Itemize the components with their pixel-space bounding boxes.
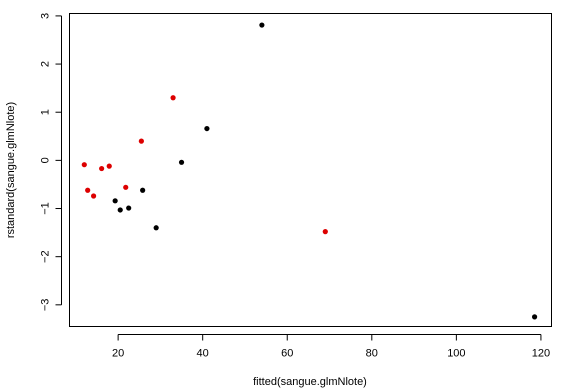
data-point-red — [170, 95, 176, 101]
y-axis: −3 −2 −1 0 1 2 3 — [40, 13, 62, 311]
y-tick-label: 0 — [40, 157, 52, 163]
x-axis: 20 40 60 80 100 120 — [112, 334, 550, 360]
data-point-red — [123, 184, 129, 190]
data-point-black — [178, 159, 185, 165]
data-point-red — [322, 229, 328, 235]
x-tick-label: 120 — [532, 348, 550, 360]
y-tick-label: −2 — [40, 250, 52, 263]
y-tick-label: 2 — [40, 61, 52, 67]
data-point-black — [531, 314, 538, 320]
data-point-black — [117, 207, 123, 213]
data-point-black — [259, 22, 265, 28]
data-point-black — [140, 187, 146, 193]
y-tick-label: −3 — [40, 299, 52, 312]
y-tick-label: −1 — [40, 202, 52, 215]
data-point-red — [85, 187, 91, 193]
data-point-red — [138, 138, 144, 144]
plot-frame — [69, 13, 552, 327]
data-points — [81, 22, 538, 320]
data-point-red — [106, 163, 112, 169]
data-point-black — [153, 225, 159, 231]
x-tick-label: 40 — [197, 348, 209, 360]
x-tick-label: 100 — [447, 348, 465, 360]
x-tick-label: 60 — [281, 348, 293, 360]
x-axis-title: fitted(sangue.glmNlote) — [253, 376, 367, 388]
x-tick-label: 80 — [366, 348, 378, 360]
data-point-red — [99, 165, 105, 172]
x-tick-label: 20 — [112, 348, 124, 360]
data-point-red — [91, 193, 97, 199]
y-axis-title: rstandard(sangue.glmNlote) — [5, 102, 17, 238]
data-point-black — [204, 125, 210, 132]
y-tick-label: 1 — [40, 109, 52, 115]
y-tick-label: 3 — [40, 13, 52, 19]
data-point-black — [126, 205, 132, 211]
data-point-red — [81, 162, 87, 168]
data-point-black — [112, 198, 118, 204]
